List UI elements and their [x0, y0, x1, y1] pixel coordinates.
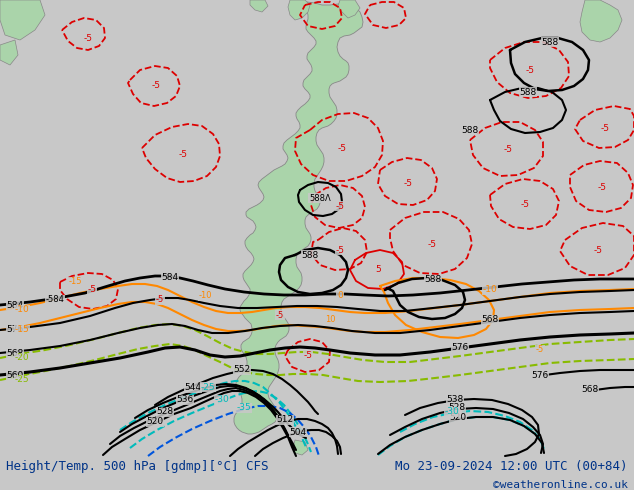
- Text: 588: 588: [301, 250, 319, 260]
- Text: 560: 560: [6, 370, 23, 379]
- Text: -5: -5: [403, 178, 413, 188]
- Text: 588Λ: 588Λ: [309, 194, 331, 202]
- Text: 544: 544: [184, 384, 202, 392]
- Text: -10: -10: [15, 305, 29, 315]
- Text: 538: 538: [446, 395, 463, 405]
- Text: -15: -15: [68, 277, 82, 287]
- Text: 10: 10: [325, 316, 335, 324]
- Text: -5: -5: [304, 351, 313, 361]
- Text: 568: 568: [581, 386, 598, 394]
- Text: -5: -5: [597, 182, 607, 192]
- Text: 528: 528: [448, 403, 465, 413]
- Text: 5: 5: [375, 266, 381, 274]
- Polygon shape: [338, 0, 360, 18]
- Text: 568: 568: [481, 316, 498, 324]
- Text: -5: -5: [335, 201, 344, 211]
- Text: 588: 588: [462, 125, 479, 134]
- Polygon shape: [0, 0, 45, 40]
- Text: Mo 23-09-2024 12:00 UTC (00+84): Mo 23-09-2024 12:00 UTC (00+84): [395, 461, 628, 473]
- Text: -15: -15: [15, 325, 29, 335]
- Text: 584: 584: [6, 300, 23, 310]
- Text: -5: -5: [536, 345, 544, 354]
- Text: -5: -5: [600, 123, 609, 132]
- Text: -30: -30: [444, 408, 460, 416]
- Text: 512: 512: [276, 416, 294, 424]
- Text: -25: -25: [15, 375, 29, 385]
- Text: 588: 588: [541, 38, 559, 47]
- Text: -5: -5: [593, 245, 602, 254]
- Text: -5: -5: [427, 240, 436, 248]
- Polygon shape: [250, 0, 268, 12]
- Polygon shape: [0, 40, 18, 65]
- Text: -5: -5: [503, 145, 512, 153]
- Text: -5: -5: [156, 295, 164, 304]
- Text: -5: -5: [337, 144, 347, 152]
- Text: -5: -5: [335, 245, 344, 254]
- Text: 520: 520: [450, 414, 467, 422]
- Text: 528: 528: [157, 408, 174, 416]
- Text: -25: -25: [201, 383, 216, 392]
- Text: 504: 504: [290, 427, 307, 437]
- Text: 536: 536: [176, 395, 193, 405]
- Text: 552: 552: [233, 366, 250, 374]
- Text: -10: -10: [482, 286, 498, 294]
- Polygon shape: [293, 440, 308, 455]
- Text: -10: -10: [198, 292, 212, 300]
- Text: -30: -30: [215, 395, 230, 405]
- Text: 576: 576: [531, 370, 548, 379]
- Text: 588: 588: [424, 275, 442, 285]
- Text: -5: -5: [521, 199, 529, 209]
- Text: 0: 0: [337, 291, 343, 299]
- Text: -584: -584: [46, 295, 65, 304]
- Text: -5: -5: [84, 33, 93, 43]
- Text: -5: -5: [87, 286, 96, 294]
- Text: -5: -5: [179, 149, 188, 158]
- Text: -5: -5: [526, 66, 534, 74]
- Text: Height/Temp. 500 hPa [gdmp][°C] CFS: Height/Temp. 500 hPa [gdmp][°C] CFS: [6, 461, 269, 473]
- Text: 568: 568: [6, 348, 23, 358]
- Text: 576: 576: [451, 343, 469, 352]
- Polygon shape: [580, 0, 622, 42]
- Text: 520: 520: [146, 417, 164, 426]
- Text: 576: 576: [6, 325, 23, 335]
- Text: 584: 584: [162, 273, 179, 283]
- Text: -5: -5: [152, 80, 160, 90]
- Polygon shape: [234, 2, 363, 434]
- Text: -35: -35: [236, 403, 251, 413]
- Text: ©weatheronline.co.uk: ©weatheronline.co.uk: [493, 480, 628, 490]
- Polygon shape: [288, 0, 310, 20]
- Text: -20: -20: [15, 353, 29, 363]
- Text: -5: -5: [276, 311, 284, 319]
- Text: 588: 588: [519, 88, 536, 97]
